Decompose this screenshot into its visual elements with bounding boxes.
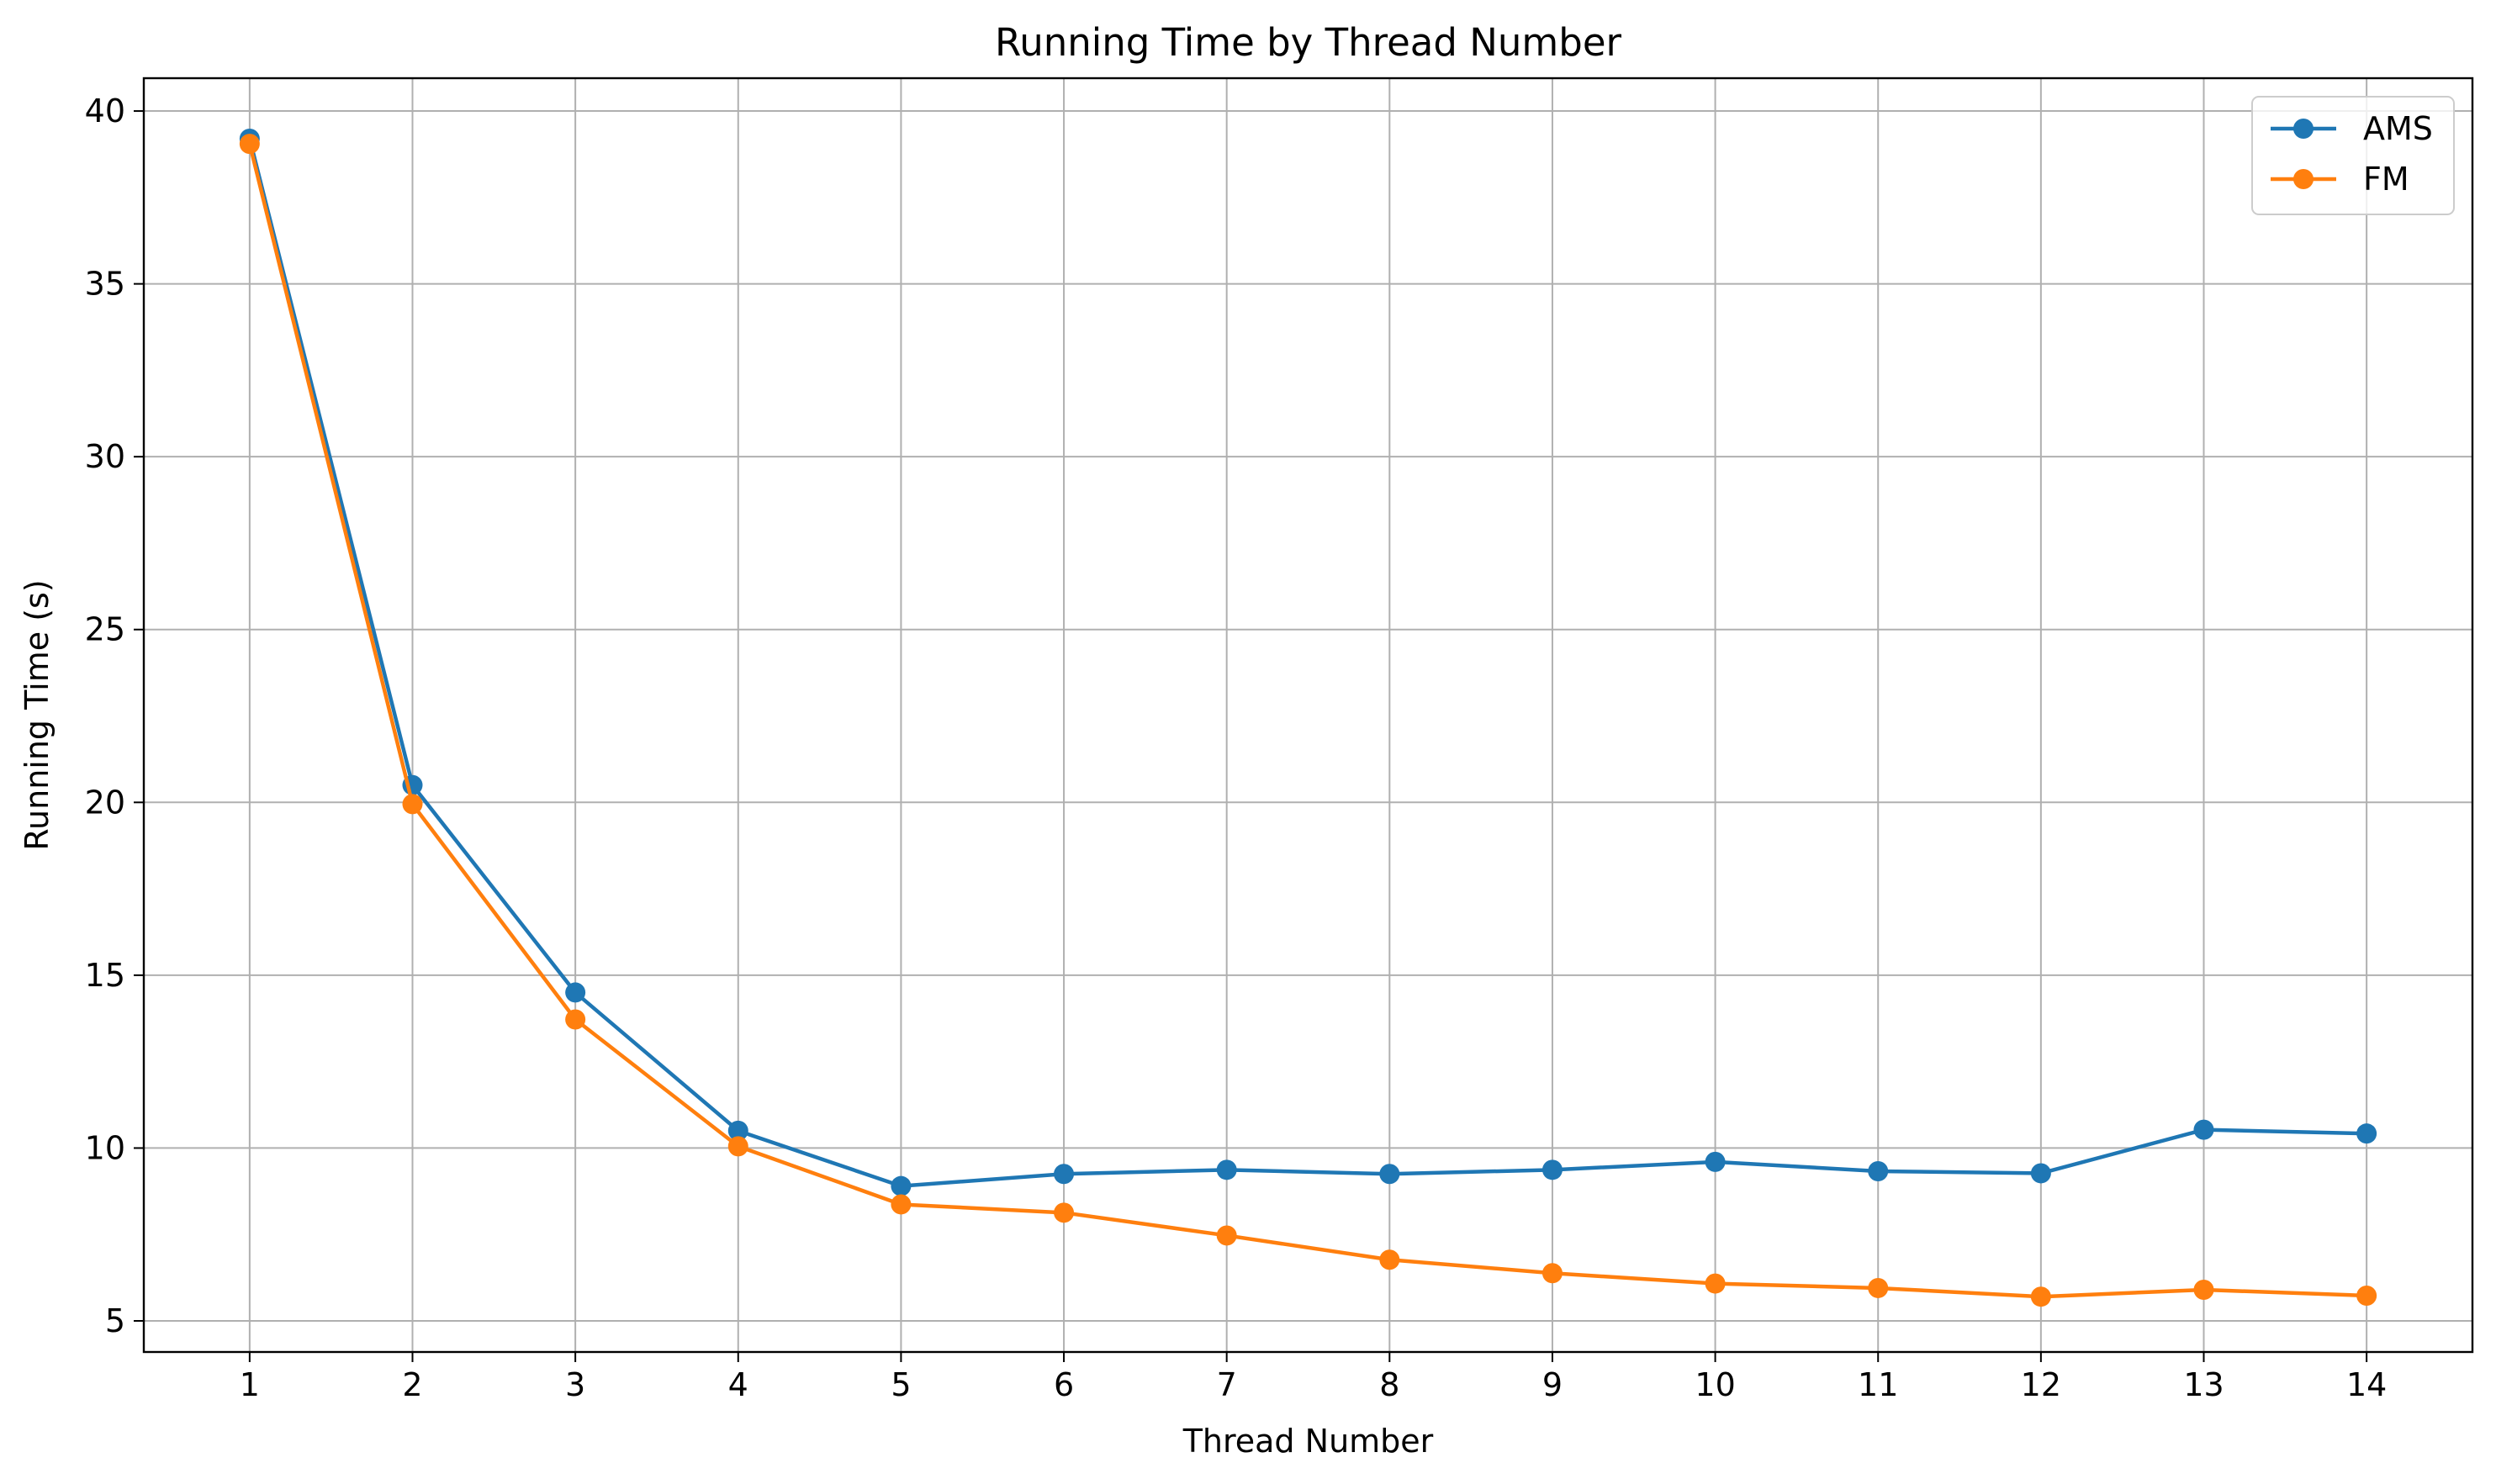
data-point [565,982,586,1003]
data-point [2356,1285,2377,1306]
legend-label: FM [2363,161,2409,198]
x-tick-label: 12 [2021,1366,2061,1403]
x-tick-label: 8 [1379,1366,1399,1403]
data-point [727,1136,748,1157]
y-tick-label: 15 [85,957,125,994]
legend: AMS FM [2251,96,2455,215]
y-tick-label: 35 [85,266,125,303]
y-axis-label: Running Time (s) [19,579,56,850]
x-tick-label: 3 [565,1366,585,1403]
x-tick-label: 14 [2346,1366,2387,1403]
data-point [1054,1202,1075,1223]
legend-label: AMS [2363,110,2433,147]
y-tick-label: 10 [85,1129,125,1166]
data-point [891,1175,912,1196]
data-point [1705,1273,1726,1294]
data-point [402,794,423,815]
series-group [239,128,2377,1307]
data-point [1541,1263,1563,1284]
x-tick-label: 13 [2183,1366,2224,1403]
x-tick-label: 1 [240,1366,260,1403]
data-point [1379,1249,1400,1270]
chart-title: Running Time by Thread Number [995,20,1622,65]
legend-marker [2293,119,2314,139]
data-point [2193,1279,2214,1300]
data-point [1868,1160,1889,1181]
data-point [1705,1151,1726,1172]
data-point [1379,1164,1400,1185]
x-tick-label: 11 [1858,1366,1898,1403]
data-point [2356,1123,2377,1144]
data-point [1054,1164,1075,1185]
legend-item-ams: AMS [2271,110,2433,147]
data-point [727,1120,748,1141]
x-tick-label: 4 [728,1366,748,1403]
data-point [1216,1159,1237,1180]
legend-marker [2293,169,2314,189]
data-point [1216,1225,1237,1246]
data-point [2193,1119,2214,1140]
data-point [1541,1159,1563,1180]
y-tick-label: 30 [85,438,125,475]
y-tick-label: 40 [85,92,125,129]
data-point [891,1194,912,1215]
x-tick-label: 6 [1054,1366,1074,1403]
series-line [247,141,2369,1299]
y-tick-label: 5 [105,1302,125,1339]
x-tick-label: 2 [402,1366,422,1403]
series-fm [239,134,2377,1307]
y-tick-label: 20 [85,784,125,821]
y-tick-label: 25 [85,611,125,648]
data-point [2030,1163,2051,1184]
legend-item-fm: FM [2271,161,2409,198]
x-tick-label: 7 [1217,1366,1237,1403]
data-point [239,134,260,155]
data-point [565,1009,586,1030]
plot-frame [142,77,2474,1354]
x-tick-label: 10 [1695,1366,1735,1403]
series-line [247,136,2369,1188]
data-point [1868,1277,1889,1298]
x-axis-label: Thread Number [1182,1423,1434,1460]
x-tick-label: 5 [891,1366,911,1403]
x-tick-label: 9 [1542,1366,1563,1403]
data-point [2030,1286,2051,1307]
